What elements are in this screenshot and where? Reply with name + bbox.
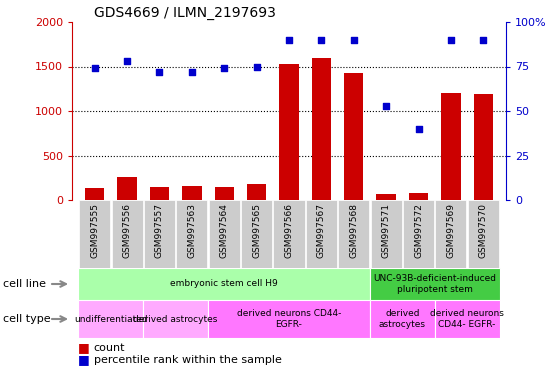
Text: GSM997571: GSM997571 <box>382 204 391 258</box>
Bar <box>176 200 207 268</box>
Bar <box>85 189 104 200</box>
Bar <box>208 300 370 338</box>
Bar <box>344 73 364 200</box>
Point <box>382 103 390 109</box>
Bar <box>241 200 272 268</box>
Text: GSM997565: GSM997565 <box>252 204 261 258</box>
Point <box>252 63 261 70</box>
Bar <box>312 58 331 200</box>
Bar <box>409 193 428 200</box>
Point <box>123 58 132 64</box>
Point <box>447 37 455 43</box>
Text: undifferentiated: undifferentiated <box>74 314 147 323</box>
Bar <box>182 186 201 200</box>
Point <box>284 37 293 43</box>
Point <box>349 37 358 43</box>
Text: GSM997557: GSM997557 <box>155 204 164 258</box>
Text: GSM997556: GSM997556 <box>122 204 132 258</box>
Text: GSM997572: GSM997572 <box>414 204 423 258</box>
Bar <box>79 200 110 268</box>
Bar <box>274 200 305 268</box>
Point <box>479 37 488 43</box>
Text: GSM997563: GSM997563 <box>187 204 197 258</box>
Bar <box>150 187 169 200</box>
Bar <box>280 64 299 200</box>
Text: GSM997567: GSM997567 <box>317 204 326 258</box>
Point <box>187 69 196 75</box>
Bar <box>376 194 396 200</box>
Text: derived neurons CD44-
EGFR-: derived neurons CD44- EGFR- <box>237 309 341 329</box>
Text: GSM997566: GSM997566 <box>284 204 294 258</box>
Text: embryonic stem cell H9: embryonic stem cell H9 <box>170 280 278 288</box>
Text: cell line: cell line <box>3 279 46 289</box>
Bar <box>306 200 337 268</box>
Bar <box>215 187 234 200</box>
Bar <box>441 93 461 200</box>
Point <box>317 37 326 43</box>
Bar <box>117 177 137 200</box>
Bar <box>209 200 240 268</box>
Text: GSM997569: GSM997569 <box>447 204 455 258</box>
Point <box>220 65 229 71</box>
Point <box>90 65 99 71</box>
Bar <box>435 200 466 268</box>
Bar <box>370 300 435 338</box>
Bar <box>338 200 369 268</box>
Bar <box>468 200 499 268</box>
Text: GSM997570: GSM997570 <box>479 204 488 258</box>
Text: UNC-93B-deficient-induced
pluripotent stem: UNC-93B-deficient-induced pluripotent st… <box>373 274 496 294</box>
Text: derived
astrocytes: derived astrocytes <box>379 309 426 329</box>
Text: GSM997568: GSM997568 <box>349 204 358 258</box>
Text: percentile rank within the sample: percentile rank within the sample <box>94 355 282 365</box>
Bar <box>473 94 493 200</box>
Bar <box>435 300 500 338</box>
Text: derived astrocytes: derived astrocytes <box>133 314 218 323</box>
Bar <box>371 200 402 268</box>
Text: GDS4669 / ILMN_2197693: GDS4669 / ILMN_2197693 <box>94 6 276 20</box>
Point <box>155 69 164 75</box>
Bar <box>111 200 143 268</box>
Bar <box>143 300 208 338</box>
Text: cell type: cell type <box>3 314 50 324</box>
Bar <box>144 200 175 268</box>
Point <box>414 126 423 132</box>
Bar <box>370 268 500 300</box>
Text: derived neurons
CD44- EGFR-: derived neurons CD44- EGFR- <box>430 309 504 329</box>
Bar <box>403 200 434 268</box>
Text: GSM997555: GSM997555 <box>90 204 99 258</box>
Text: ■: ■ <box>78 354 89 366</box>
Bar <box>247 184 266 200</box>
Bar <box>79 268 370 300</box>
Bar <box>79 300 143 338</box>
Text: ■: ■ <box>78 341 89 354</box>
Text: GSM997564: GSM997564 <box>219 204 229 258</box>
Text: count: count <box>94 343 126 353</box>
